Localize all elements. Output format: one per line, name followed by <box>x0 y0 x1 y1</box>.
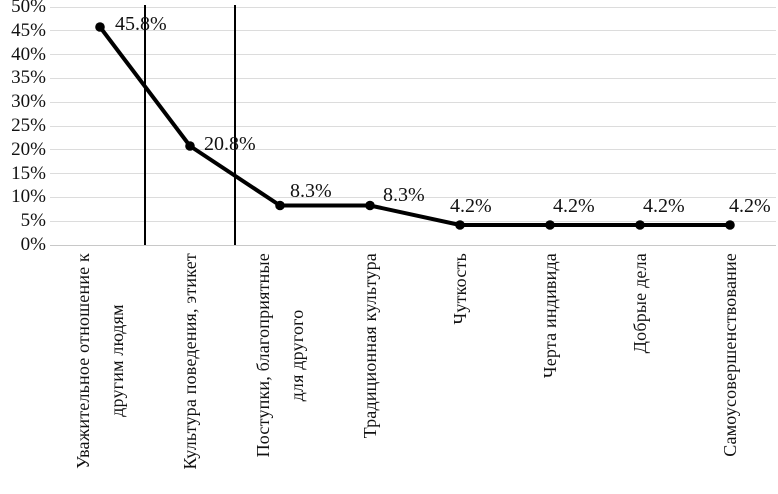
y-tick-label: 0% <box>20 234 46 255</box>
y-tick-label: 25% <box>11 115 46 136</box>
gridline <box>50 244 776 246</box>
gridline <box>50 101 776 103</box>
gridline <box>50 54 776 56</box>
y-tick-label: 5% <box>20 210 46 232</box>
category-label-cell: Культура поведения, этикет <box>145 253 235 494</box>
data-point-marker <box>185 141 195 151</box>
category-separator-line <box>234 5 236 245</box>
data-point-marker <box>365 200 375 211</box>
gridline <box>50 196 776 198</box>
data-point-marker <box>275 200 285 211</box>
category-label-cell: Самоусовершенствование <box>685 253 775 494</box>
category-label-cell: Добрые дела <box>595 253 685 494</box>
category-label: Традиционная культура <box>360 253 380 439</box>
category-label: Чуткость <box>450 253 470 325</box>
data-point-label: 8.3% <box>383 184 425 207</box>
gridline <box>50 125 776 127</box>
category-label: Самоусовершенствование <box>720 253 740 457</box>
y-tick-label: 50% <box>11 0 46 17</box>
category-label-cell: Традиционная культура <box>325 253 415 494</box>
category-label-cell: Черта индивида <box>505 253 595 494</box>
data-point-label: 4.2% <box>450 195 492 217</box>
y-tick-label: 15% <box>11 162 46 184</box>
category-label: Добрые дела <box>630 253 650 354</box>
gridline <box>50 77 776 79</box>
gridline <box>50 6 776 8</box>
y-tick-label: 20% <box>11 138 46 160</box>
data-point-marker <box>635 220 645 230</box>
gridline <box>50 30 776 32</box>
category-label-cell: Чуткость <box>415 253 505 494</box>
category-label: Культура поведения, этикет <box>180 253 200 470</box>
category-separator-line <box>144 5 146 245</box>
category-label-cell: Поступки, благоприятные для другого <box>235 253 325 494</box>
gridline <box>50 220 776 222</box>
data-point-marker <box>545 220 555 230</box>
data-point-marker <box>95 22 105 32</box>
data-point-label: 8.3% <box>290 180 332 203</box>
series-line <box>98 24 732 228</box>
data-point-marker <box>725 220 735 230</box>
data-point-label: 4.2% <box>643 195 685 217</box>
data-point-label: 45.8% <box>115 12 167 35</box>
category-label: Черта индивида <box>540 253 560 379</box>
category-label: Уважительное отношение к другим людям <box>73 253 127 469</box>
gridline <box>50 149 776 151</box>
data-point-label: 4.2% <box>729 195 771 217</box>
y-tick-label: 30% <box>11 91 46 113</box>
category-label: Поступки, благоприятные для другого <box>253 253 307 458</box>
y-tick-label: 10% <box>11 186 46 208</box>
category-label-cell: Уважительное отношение к другим людям <box>55 253 145 494</box>
gridline <box>50 173 776 175</box>
data-point-marker <box>455 220 465 230</box>
data-point-label: 20.8% <box>204 132 256 155</box>
data-point-label: 4.2% <box>553 195 595 217</box>
y-tick-label: 40% <box>11 43 46 65</box>
y-tick-label: 45% <box>11 19 46 41</box>
y-tick-label: 35% <box>11 67 46 89</box>
